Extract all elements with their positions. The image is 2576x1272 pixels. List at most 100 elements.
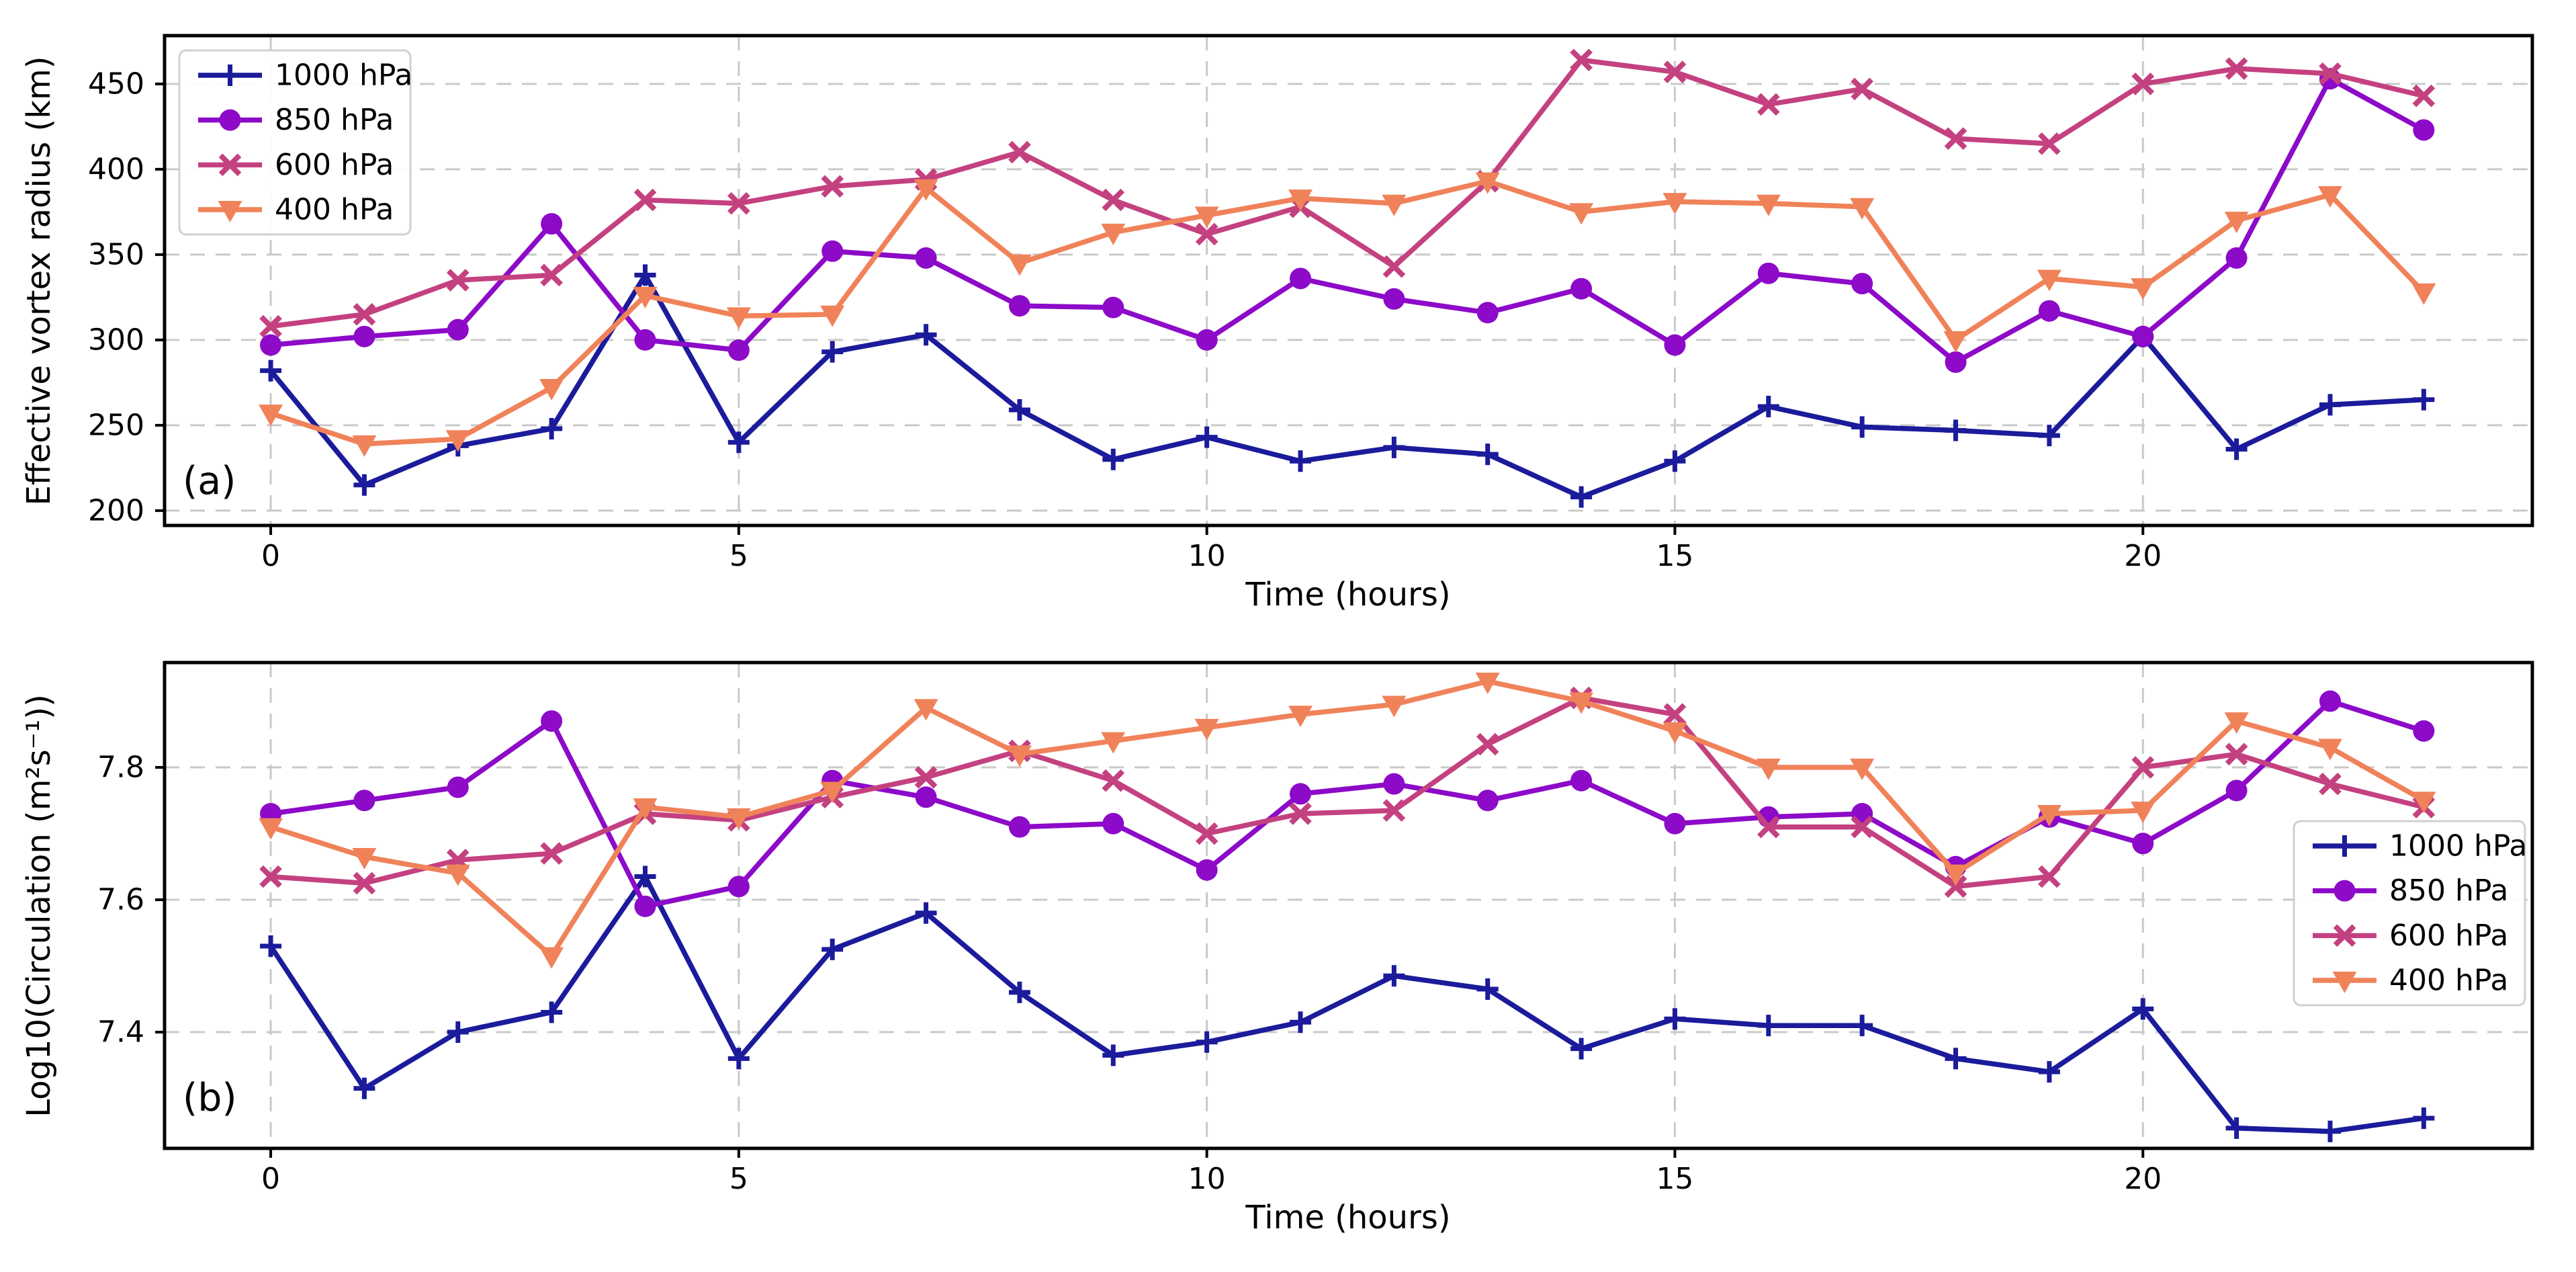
- panel-(b): 0 5 10 15 20 7.4 7.6 7.8 1000 hPa 850 hPa 600 hPa 4…: [97, 661, 2534, 1196]
- triangle-down-marker: [352, 848, 377, 870]
- series-line: [269, 679, 2426, 959]
- circle-marker: [2334, 880, 2356, 902]
- legend-item-400-hpa: 400 hPa: [198, 193, 394, 227]
- triangle-down-marker: [1288, 706, 1313, 728]
- plus-marker: [2038, 425, 2060, 447]
- circle-marker: [1945, 351, 1967, 373]
- circle-marker: [1851, 273, 1873, 295]
- circle-marker: [1196, 329, 1218, 351]
- triangle-down-marker: [1007, 745, 1032, 767]
- x-tick-label: 20: [2124, 1162, 2162, 1196]
- triangle-down-marker: [2317, 185, 2342, 208]
- series-400-hpa: [259, 672, 2436, 969]
- plus-marker: [915, 324, 937, 346]
- circle-marker: [1476, 302, 1499, 324]
- x-marker: [540, 263, 563, 287]
- legend-label: 1000 hPa: [275, 58, 412, 93]
- series-850-hpa: [260, 690, 2435, 917]
- x-marker: [1102, 769, 1125, 792]
- plus-marker: [2334, 835, 2356, 857]
- circle-marker: [2319, 690, 2341, 712]
- y-tick-label: 200: [88, 493, 144, 527]
- triangle-down-marker: [259, 405, 283, 427]
- legend-box: [2293, 820, 2526, 1007]
- legend-label: 400 hPa: [275, 193, 394, 227]
- x-marker: [2131, 756, 2155, 779]
- triangle-down-marker: [1288, 189, 1313, 212]
- plus-marker: [260, 359, 282, 382]
- axes-border: [163, 34, 2534, 527]
- legend-item-1000-hpa: 1000 hPa: [198, 58, 412, 93]
- plus-marker: [1102, 1044, 1124, 1066]
- circle-marker: [541, 213, 563, 235]
- series-line: [269, 178, 2426, 447]
- plus-marker: [1476, 978, 1499, 1001]
- plus-marker: [353, 1077, 375, 1099]
- plus-marker: [1290, 450, 1312, 472]
- triangle-down-marker: [539, 947, 564, 969]
- series-line: [269, 272, 2424, 500]
- triangle-down-marker: [1475, 672, 1500, 694]
- triangle-down-marker: [2037, 804, 2061, 826]
- triangle-down-marker: [2131, 278, 2156, 300]
- circle-marker: [634, 895, 656, 917]
- plus-marker: [1383, 436, 1405, 458]
- plus-marker: [1476, 443, 1499, 466]
- triangle-down-marker: [1850, 759, 1875, 781]
- x-tick-label: 20: [2124, 539, 2162, 573]
- x-marker: [1851, 77, 1873, 101]
- plus-marker: [2225, 438, 2248, 460]
- x-marker: [2333, 924, 2356, 947]
- plus-marker: [2225, 1117, 2248, 1139]
- plus-marker: [2038, 1061, 2060, 1083]
- triangle-down-marker: [2332, 972, 2357, 993]
- triangle-down-marker: [1756, 194, 1781, 216]
- plus-marker: [634, 264, 656, 286]
- circle-marker: [1008, 816, 1030, 838]
- triangle-down-marker: [1101, 223, 1126, 245]
- panel-b-xlabel: Time (hours): [1245, 1199, 1451, 1236]
- triangle-down-marker: [1569, 692, 1594, 714]
- circle-marker: [1383, 773, 1405, 795]
- circle-marker: [915, 247, 937, 269]
- x-marker: [633, 188, 657, 212]
- circle-marker: [1008, 295, 1030, 317]
- plus-marker: [915, 902, 937, 924]
- series-1000-hpa: [260, 865, 2435, 1142]
- triangle-down-marker: [2131, 802, 2156, 824]
- legend: 1000 hPa 850 hPa 600 hPa 400 hPa: [2293, 820, 2527, 1007]
- panel-a-ylabel: Effective vortex radius (km): [20, 56, 58, 506]
- circle-marker: [353, 325, 375, 347]
- triangle-down-marker: [1569, 203, 1594, 225]
- x-marker: [2038, 865, 2061, 888]
- circle-marker: [1570, 278, 1593, 300]
- triangle-down-marker: [1943, 331, 1968, 353]
- plus-marker: [1196, 1031, 1218, 1053]
- circle-marker: [541, 710, 563, 732]
- legend-item-850-hpa: 850 hPa: [2313, 874, 2508, 908]
- plus-marker: [2413, 388, 2435, 411]
- circle-marker: [353, 790, 375, 812]
- x-marker: [353, 302, 376, 326]
- x-marker: [1757, 815, 1780, 839]
- x-tick-label: 0: [261, 1162, 280, 1196]
- triangle-down-marker: [1850, 198, 1875, 220]
- x-marker: [1476, 732, 1499, 756]
- x-tick-label: 15: [1656, 539, 1693, 573]
- triangle-down-marker: [1194, 206, 1219, 228]
- plus-marker: [727, 431, 750, 454]
- legend-label: 1000 hPa: [2389, 829, 2527, 863]
- circle-marker: [219, 109, 241, 131]
- triangle-down-marker: [633, 798, 658, 820]
- x-marker: [2038, 132, 2061, 155]
- x-marker: [259, 865, 282, 888]
- plus-marker: [353, 474, 375, 496]
- x-marker: [1195, 822, 1218, 845]
- circle-marker: [2225, 247, 2248, 269]
- triangle-down-marker: [259, 818, 283, 840]
- plus-marker: [2413, 1107, 2435, 1130]
- x-marker: [1851, 815, 1873, 839]
- y-tick-label: 7.4: [97, 1015, 144, 1050]
- x-marker: [914, 765, 938, 789]
